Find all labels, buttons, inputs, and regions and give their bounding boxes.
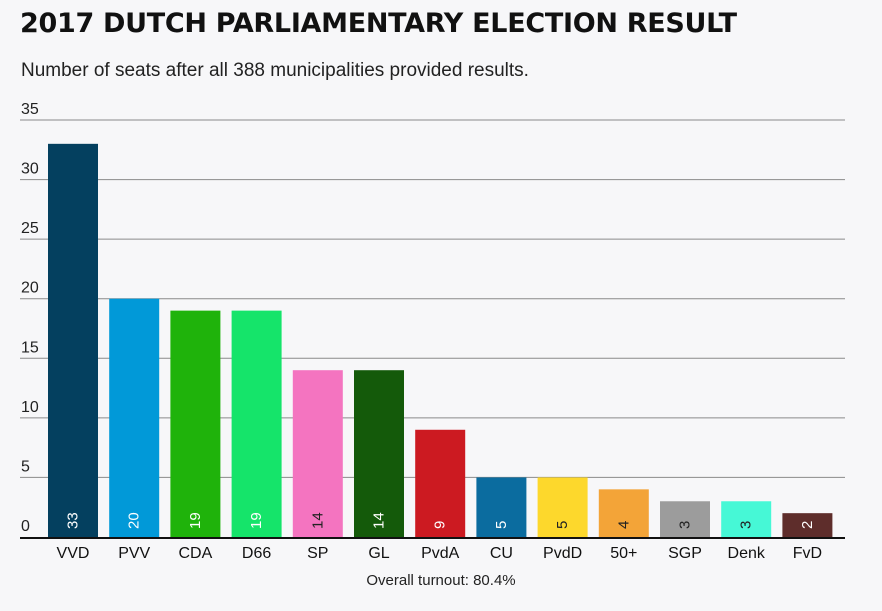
bar-sp <box>292 370 343 537</box>
category-label: GL <box>368 545 389 562</box>
y-tick-label: 15 <box>21 339 39 356</box>
turnout-note: Overall turnout: 80.4% <box>366 572 516 589</box>
bar-pvv <box>109 298 160 537</box>
bar-vvd <box>48 143 98 538</box>
value-label: 33 <box>65 512 82 529</box>
bar-sgp <box>660 501 710 537</box>
category-label: SGP <box>668 545 702 562</box>
category-label: VVD <box>57 545 90 562</box>
y-tick-label: 5 <box>21 458 30 475</box>
category-label: Denk <box>728 545 766 562</box>
bar-pvda <box>415 429 466 537</box>
y-tick-label: 35 <box>21 101 39 118</box>
category-label: SP <box>307 545 328 562</box>
value-label: 14 <box>371 512 388 529</box>
value-label: 20 <box>126 512 143 529</box>
bar-d66 <box>231 310 282 537</box>
y-tick-label: 30 <box>21 161 39 178</box>
bar-fvd <box>782 513 833 537</box>
category-label: PvdA <box>421 545 460 562</box>
bar-gl <box>354 370 404 537</box>
category-label: PVV <box>118 545 150 562</box>
bar-pvdd <box>537 477 588 537</box>
value-label: 9 <box>432 521 449 529</box>
value-label: 5 <box>554 521 571 529</box>
value-label: 3 <box>738 521 755 529</box>
bar-denk <box>721 501 772 537</box>
chart-title: 2017 DUTCH PARLIAMENTARY ELECTION RESULT <box>20 8 737 39</box>
value-label: 19 <box>187 512 204 529</box>
bar-cda <box>170 310 221 537</box>
y-tick-label: 20 <box>21 280 39 297</box>
category-label: CU <box>490 545 513 562</box>
category-label: FvD <box>793 545 822 562</box>
value-label: 5 <box>493 521 510 529</box>
category-label: 50+ <box>610 545 637 562</box>
value-label: 14 <box>309 512 326 529</box>
bar-50 <box>598 489 649 537</box>
x-axis-labels: VVD PVV CDA D66 SP GL PvdA CU PvdD 50+ SGP Denk FvD <box>57 545 823 562</box>
value-label: 2 <box>799 521 816 529</box>
category-label: D66 <box>242 545 271 562</box>
category-label: CDA <box>179 545 213 562</box>
y-tick-label: 25 <box>21 220 39 237</box>
value-label: 19 <box>248 512 265 529</box>
category-label: PvdD <box>543 545 582 562</box>
bar-cu <box>476 477 527 537</box>
value-labels: 33 20 19 19 14 14 9 5 5 4 3 3 2 <box>65 512 816 529</box>
value-label: 3 <box>677 521 694 529</box>
bars <box>48 143 833 538</box>
y-axis-ticks: 0 5 10 15 20 25 30 35 <box>21 101 39 535</box>
chart-subtitle: Number of seats after all 388 municipali… <box>21 60 529 81</box>
value-label: 4 <box>615 521 632 529</box>
y-tick-label: 10 <box>21 399 39 416</box>
y-tick-label: 0 <box>21 518 30 535</box>
